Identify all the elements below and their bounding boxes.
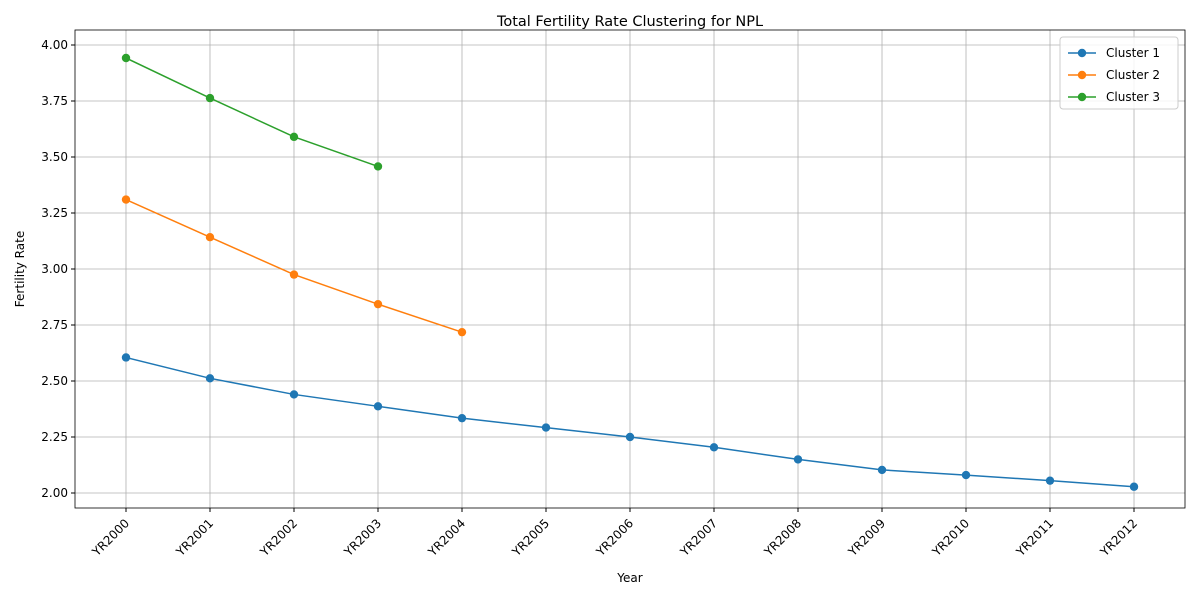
y-tick-label: 2.25 — [41, 430, 68, 444]
data-point — [205, 232, 215, 242]
data-point — [289, 270, 299, 279]
y-tick-label: 3.00 — [41, 262, 68, 276]
data-point — [121, 353, 131, 362]
y-tick-label: 2.75 — [41, 318, 68, 332]
data-point — [961, 470, 971, 480]
data-point — [121, 53, 131, 63]
data-point — [289, 390, 299, 399]
data-point — [289, 132, 299, 142]
legend-box — [1059, 36, 1179, 110]
data-point — [793, 455, 803, 464]
legend-label: Cluster 1 — [1106, 46, 1160, 60]
data-point — [205, 93, 215, 103]
y-tick-label: 4.00 — [41, 38, 68, 52]
y-tick-label: 3.50 — [41, 150, 68, 164]
legend-label: Cluster 2 — [1106, 68, 1160, 82]
x-axis-label: Year — [616, 571, 642, 585]
data-point — [373, 402, 383, 411]
chart-title: Total Fertility Rate Clustering for NPL — [496, 14, 763, 30]
data-point — [121, 195, 131, 204]
data-point — [457, 327, 467, 337]
data-point — [877, 465, 887, 475]
legend-marker — [1077, 48, 1087, 58]
series-line — [125, 57, 379, 168]
data-point — [541, 423, 551, 432]
y-tick-label: 3.25 — [41, 206, 68, 220]
legend-label: Cluster 3 — [1106, 90, 1160, 104]
legend-marker — [1077, 92, 1087, 102]
plot-frame — [74, 29, 1186, 509]
data-point — [1129, 482, 1139, 491]
y-axis-label: Fertility Rate — [13, 231, 27, 307]
data-point — [373, 299, 383, 309]
y-tick-label: 3.75 — [41, 94, 68, 108]
data-point — [457, 413, 467, 423]
y-tick-label: 2.00 — [41, 486, 68, 500]
data-point — [373, 162, 383, 171]
legend-marker — [1077, 70, 1087, 80]
data-point — [1045, 476, 1055, 485]
data-point — [709, 443, 719, 452]
data-point — [625, 432, 635, 442]
data-point — [205, 374, 215, 383]
y-tick-label: 2.50 — [41, 374, 68, 388]
